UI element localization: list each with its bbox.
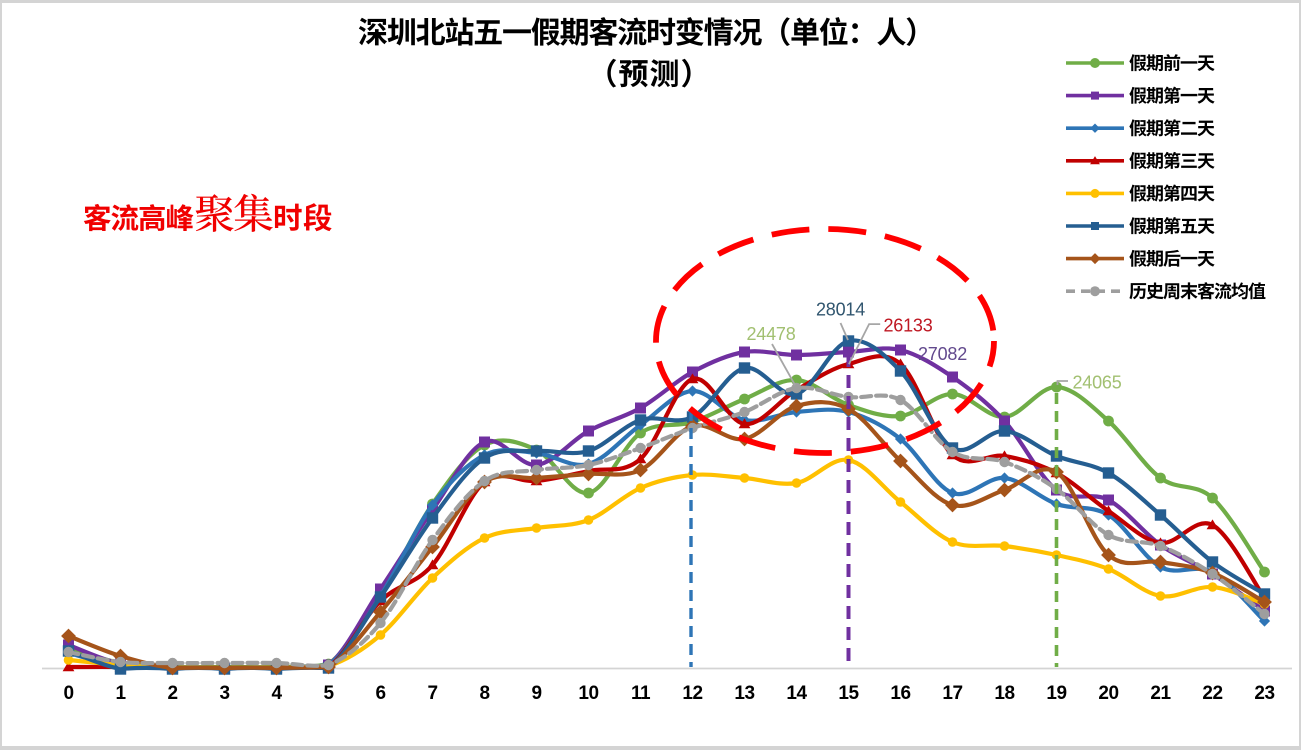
svg-text:18: 18 [994,683,1014,704]
svg-text:17: 17 [942,683,962,704]
svg-text:27082: 27082 [918,344,967,364]
svg-text:3: 3 [219,683,229,704]
svg-text:15: 15 [838,683,859,704]
svg-text:21: 21 [1150,683,1171,704]
svg-text:26133: 26133 [884,316,933,336]
svg-text:24478: 24478 [747,324,796,344]
svg-text:0: 0 [63,683,73,704]
svg-text:28014: 28014 [816,300,865,320]
svg-text:4: 4 [271,683,282,704]
svg-text:1: 1 [115,683,126,704]
svg-text:24065: 24065 [1073,373,1122,393]
svg-text:2: 2 [167,683,177,704]
svg-text:11: 11 [631,683,651,704]
svg-text:7: 7 [427,683,437,704]
svg-text:6: 6 [375,683,385,704]
svg-text:13: 13 [734,683,754,704]
svg-text:20: 20 [1098,683,1118,704]
svg-text:12: 12 [682,683,702,704]
svg-text:23: 23 [1254,683,1274,704]
svg-text:10: 10 [578,683,598,704]
svg-text:9: 9 [531,683,541,704]
svg-text:16: 16 [890,683,910,704]
svg-text:19: 19 [1046,683,1066,704]
svg-text:8: 8 [479,683,489,704]
svg-text:22: 22 [1202,683,1222,704]
svg-text:5: 5 [323,683,334,704]
svg-text:14: 14 [786,683,807,704]
